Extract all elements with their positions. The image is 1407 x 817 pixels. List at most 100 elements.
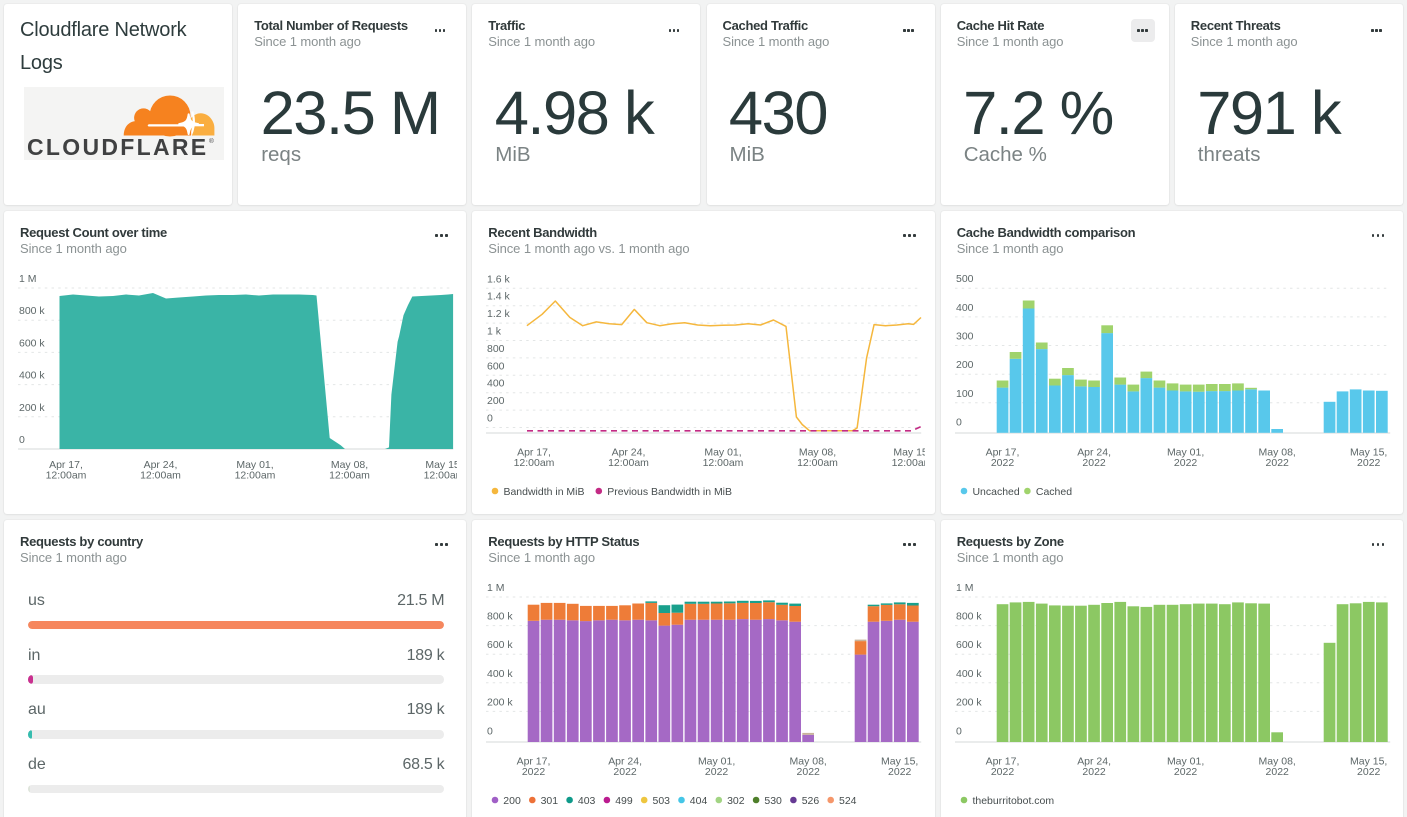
svg-text:200 k: 200 k bbox=[487, 697, 513, 708]
svg-text:1.2 k: 1.2 k bbox=[487, 309, 510, 320]
svg-text:404: 404 bbox=[690, 796, 708, 807]
svg-text:200 k: 200 k bbox=[956, 697, 982, 708]
svg-text:400 k: 400 k bbox=[956, 669, 982, 680]
svg-text:2022: 2022 bbox=[1357, 767, 1380, 778]
svg-text:100: 100 bbox=[956, 389, 974, 400]
svg-text:theburritobot.com: theburritobot.com bbox=[972, 796, 1054, 807]
svg-text:1 M: 1 M bbox=[956, 583, 973, 594]
svg-text:12:00am: 12:00am bbox=[703, 458, 744, 469]
svg-text:400 k: 400 k bbox=[19, 371, 45, 382]
svg-text:0: 0 bbox=[19, 435, 25, 446]
svg-text:2022: 2022 bbox=[1174, 458, 1197, 469]
svg-text:2022: 2022 bbox=[1082, 767, 1105, 778]
svg-text:2022: 2022 bbox=[1357, 458, 1380, 469]
svg-text:May 15,: May 15, bbox=[1350, 756, 1387, 767]
svg-text:May 08,: May 08, bbox=[1258, 756, 1295, 767]
svg-text:300: 300 bbox=[956, 332, 974, 343]
svg-text:2022: 2022 bbox=[991, 767, 1014, 778]
svg-text:0: 0 bbox=[956, 417, 962, 428]
svg-text:May 08,: May 08, bbox=[1258, 447, 1295, 458]
svg-text:12:00am: 12:00am bbox=[892, 458, 933, 469]
svg-text:Apr 24,: Apr 24, bbox=[144, 460, 178, 471]
svg-text:12:00am: 12:00am bbox=[797, 458, 838, 469]
svg-text:May 08,: May 08, bbox=[799, 447, 836, 458]
svg-text:526: 526 bbox=[802, 796, 820, 807]
svg-text:2022: 2022 bbox=[1174, 767, 1197, 778]
svg-text:Apr 17,: Apr 17, bbox=[517, 756, 551, 767]
svg-text:0: 0 bbox=[956, 726, 962, 737]
svg-text:600 k: 600 k bbox=[19, 338, 45, 349]
svg-text:May 15,: May 15, bbox=[881, 756, 918, 767]
svg-text:200 k: 200 k bbox=[19, 403, 45, 414]
svg-text:Uncached: Uncached bbox=[972, 487, 1019, 498]
svg-text:302: 302 bbox=[727, 796, 745, 807]
svg-text:503: 503 bbox=[653, 796, 671, 807]
svg-text:Apr 24,: Apr 24, bbox=[1077, 447, 1111, 458]
svg-text:1 M: 1 M bbox=[487, 583, 504, 594]
svg-text:200: 200 bbox=[487, 396, 505, 407]
svg-text:May 15,: May 15, bbox=[894, 447, 931, 458]
svg-text:1.6 k: 1.6 k bbox=[487, 274, 510, 285]
svg-text:1 M: 1 M bbox=[19, 274, 36, 285]
svg-text:Apr 24,: Apr 24, bbox=[1077, 756, 1111, 767]
svg-text:®: ® bbox=[209, 137, 214, 145]
svg-text:May 15,: May 15, bbox=[1350, 447, 1387, 458]
svg-text:0: 0 bbox=[487, 726, 493, 737]
svg-text:12:00am: 12:00am bbox=[608, 458, 649, 469]
svg-text:Bandwidth in MiB: Bandwidth in MiB bbox=[504, 487, 585, 498]
svg-text:400 k: 400 k bbox=[487, 669, 513, 680]
svg-text:12:00am: 12:00am bbox=[514, 458, 555, 469]
svg-text:2022: 2022 bbox=[614, 767, 637, 778]
svg-text:200: 200 bbox=[504, 796, 522, 807]
svg-text:2022: 2022 bbox=[797, 767, 820, 778]
svg-text:Apr 17,: Apr 17, bbox=[985, 447, 1019, 458]
svg-text:Apr 17,: Apr 17, bbox=[517, 447, 551, 458]
svg-text:Apr 17,: Apr 17, bbox=[985, 756, 1019, 767]
svg-text:2022: 2022 bbox=[522, 767, 545, 778]
svg-text:2022: 2022 bbox=[1265, 458, 1288, 469]
svg-text:403: 403 bbox=[578, 796, 596, 807]
svg-text:800 k: 800 k bbox=[956, 612, 982, 623]
svg-text:May 01,: May 01, bbox=[698, 756, 735, 767]
svg-text:CLOUDFLARE: CLOUDFLARE bbox=[27, 134, 208, 160]
svg-text:800: 800 bbox=[487, 344, 505, 355]
svg-text:2022: 2022 bbox=[1265, 767, 1288, 778]
svg-text:524: 524 bbox=[839, 796, 857, 807]
svg-text:May 01,: May 01, bbox=[1167, 756, 1204, 767]
svg-text:Previous Bandwidth in MiB: Previous Bandwidth in MiB bbox=[608, 487, 733, 498]
svg-text:1 k: 1 k bbox=[487, 327, 502, 338]
svg-text:600 k: 600 k bbox=[487, 640, 513, 651]
svg-text:2022: 2022 bbox=[991, 458, 1014, 469]
svg-text:12:00am: 12:00am bbox=[46, 470, 87, 481]
svg-text:Apr 24,: Apr 24, bbox=[608, 756, 642, 767]
svg-text:600: 600 bbox=[487, 361, 505, 372]
svg-text:530: 530 bbox=[765, 796, 783, 807]
svg-text:400: 400 bbox=[956, 303, 974, 314]
svg-text:12:00am: 12:00am bbox=[424, 470, 465, 481]
svg-text:Cached: Cached bbox=[1036, 487, 1072, 498]
svg-text:600 k: 600 k bbox=[956, 640, 982, 651]
svg-text:Apr 24,: Apr 24, bbox=[612, 447, 646, 458]
svg-text:May 01,: May 01, bbox=[705, 447, 742, 458]
svg-text:Apr 17,: Apr 17, bbox=[49, 460, 83, 471]
svg-text:1.4 k: 1.4 k bbox=[487, 292, 510, 303]
svg-text:2022: 2022 bbox=[1082, 458, 1105, 469]
svg-text:2022: 2022 bbox=[888, 767, 911, 778]
svg-text:May 01,: May 01, bbox=[1167, 447, 1204, 458]
svg-text:800 k: 800 k bbox=[487, 612, 513, 623]
svg-text:May 15,: May 15, bbox=[425, 460, 462, 471]
svg-text:800 k: 800 k bbox=[19, 306, 45, 317]
svg-text:301: 301 bbox=[541, 796, 559, 807]
svg-text:0: 0 bbox=[487, 413, 493, 424]
svg-text:May 08,: May 08, bbox=[790, 756, 827, 767]
svg-text:400: 400 bbox=[487, 379, 505, 390]
svg-text:200: 200 bbox=[956, 360, 974, 371]
svg-text:499: 499 bbox=[615, 796, 633, 807]
svg-text:May 08,: May 08, bbox=[331, 460, 368, 471]
svg-text:500: 500 bbox=[956, 274, 974, 285]
svg-text:12:00am: 12:00am bbox=[329, 470, 370, 481]
svg-text:2022: 2022 bbox=[705, 767, 728, 778]
svg-text:12:00am: 12:00am bbox=[235, 470, 276, 481]
svg-text:May 01,: May 01, bbox=[236, 460, 273, 471]
svg-text:12:00am: 12:00am bbox=[140, 470, 181, 481]
